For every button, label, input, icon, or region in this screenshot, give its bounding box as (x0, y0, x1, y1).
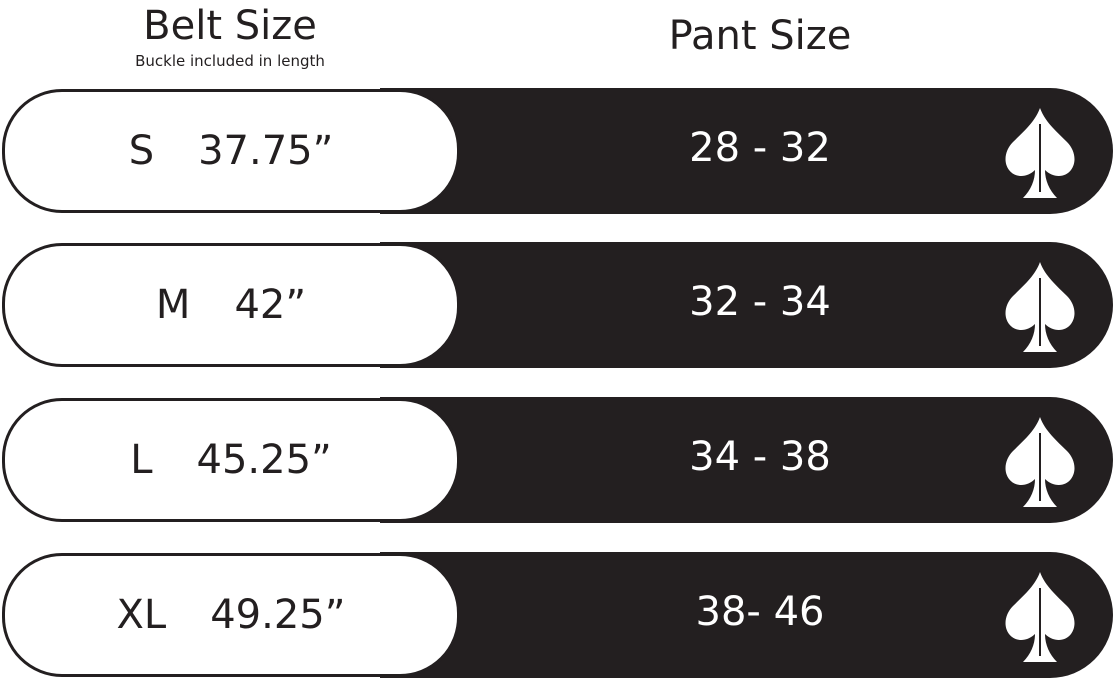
pant-size-bar (380, 88, 1113, 214)
belt-size-label: S (128, 128, 155, 174)
belt-size-label: L (130, 437, 153, 483)
size-row: M 42” 32 - 34 (0, 242, 1113, 368)
belt-size-pill: S 37.75” (2, 89, 460, 213)
belt-length: 45.25” (196, 437, 332, 483)
pant-size-range: 28 - 32 (689, 125, 831, 171)
spade-golf-flag-icon (1005, 572, 1075, 662)
belt-size-pill: L 45.25” (2, 398, 460, 522)
belt-length: 49.25” (210, 592, 346, 638)
spade-golf-flag-icon (1005, 108, 1075, 198)
belt-size-subheading: Buckle included in length (135, 52, 325, 70)
belt-size-pill: M 42” (2, 243, 460, 367)
spade-golf-flag-icon (1005, 262, 1075, 352)
pant-size-bar (380, 397, 1113, 523)
size-row: XL 49.25” 38- 46 (0, 552, 1113, 678)
belt-size-heading: Belt Size (143, 3, 317, 49)
size-row: S 37.75” 28 - 32 (0, 88, 1113, 214)
belt-length: 37.75” (198, 128, 334, 174)
pant-size-range: 34 - 38 (689, 434, 831, 480)
belt-length: 42” (234, 282, 307, 328)
belt-size-label: M (155, 282, 191, 328)
belt-size-label: XL (116, 592, 167, 638)
pant-size-bar (380, 242, 1113, 368)
spade-golf-flag-icon (1005, 417, 1075, 507)
size-row: L 45.25” 34 - 38 (0, 397, 1113, 523)
belt-size-pill: XL 49.25” (2, 553, 460, 677)
pant-size-bar (380, 552, 1113, 678)
pant-size-heading: Pant Size (668, 13, 852, 59)
pant-size-range: 38- 46 (695, 589, 825, 635)
pant-size-range: 32 - 34 (689, 279, 831, 325)
